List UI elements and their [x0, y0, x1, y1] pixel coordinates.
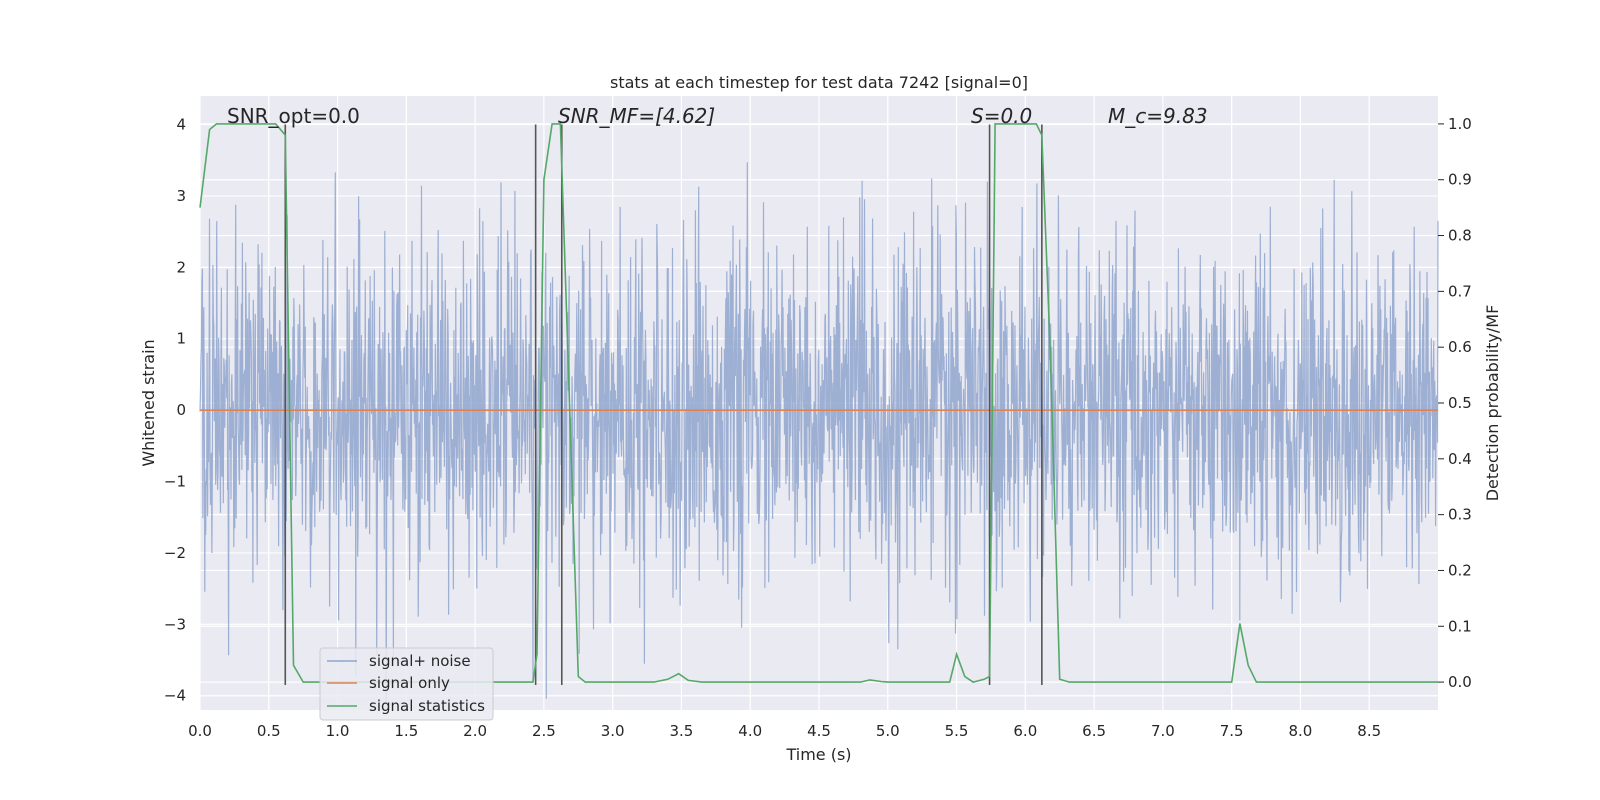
signal-noise-series — [199, 162, 1439, 703]
y2-tick-label: 0.9 — [1448, 171, 1472, 189]
y-tick-label: 1 — [176, 330, 186, 348]
y-axis-label: Whitened strain — [139, 339, 158, 466]
x-tick-label: 0.0 — [188, 722, 212, 740]
y-tick-label: 2 — [176, 258, 186, 276]
x-axis-ticks: 0.0 0.5 1.0 1.5 2.0 2.5 3.0 3.5 4.0 4.5 5.0 5.5 6.0 6… — [188, 722, 1381, 740]
x-tick-label: 2.0 — [463, 722, 487, 740]
x-tick-label: 3.5 — [670, 722, 694, 740]
vertical-marker-lines — [284, 124, 1043, 686]
y2-axis-ticks: 1.0 0.9 0.8 0.7 0.6 0.5 0.4 0.3 0.2 0.1 0.0 — [1438, 115, 1472, 691]
y2-tick-label: 0.6 — [1448, 338, 1472, 356]
annotation-s: S=0.0 — [971, 104, 1032, 128]
y2-tick-label: 0.5 — [1448, 394, 1472, 412]
y2-tick-label: 0.7 — [1448, 282, 1472, 300]
annotation-mc: M_c=9.83 — [1108, 104, 1208, 128]
legend-box — [319, 647, 494, 721]
y2-tick-label: 0.0 — [1448, 673, 1472, 691]
y-tick-label: −1 — [164, 473, 186, 491]
x-axis-label: Time (s) — [785, 745, 851, 764]
annotation-snr-opt: SNR_opt=0.0 — [227, 104, 360, 128]
x-tick-label: 6.0 — [1013, 722, 1037, 740]
x-tick-label: 1.5 — [394, 722, 418, 740]
x-tick-label: 6.5 — [1082, 722, 1106, 740]
x-tick-label: 0.5 — [257, 722, 281, 740]
annotation-snr-mf: SNR_MF=[4.62] — [558, 104, 715, 128]
y-tick-label: −2 — [164, 544, 186, 562]
legend: signal+ noise signal only signal statist… — [319, 647, 494, 721]
y2-tick-label: 0.4 — [1448, 450, 1472, 468]
x-tick-label: 5.5 — [945, 722, 969, 740]
y-axis-ticks: 4 3 2 1 0 −1 −2 −3 −4 — [164, 116, 186, 705]
y2-tick-label: 0.2 — [1448, 561, 1472, 579]
legend-label-signal-noise: signal+ noise — [369, 652, 471, 670]
x-tick-label: 7.5 — [1220, 722, 1244, 740]
chart-title: stats at each timestep for test data 724… — [610, 73, 1028, 92]
y-tick-label: 3 — [176, 187, 186, 205]
y-tick-label: −4 — [164, 687, 186, 705]
signal-noise-trace — [199, 162, 1439, 703]
y-tick-label: −3 — [164, 615, 186, 633]
y2-tick-label: 0.8 — [1448, 227, 1472, 245]
x-tick-label: 5.0 — [876, 722, 900, 740]
y2-tick-label: 1.0 — [1448, 115, 1472, 133]
y2-tick-label: 0.1 — [1448, 617, 1472, 635]
x-tick-label: 2.5 — [532, 722, 556, 740]
legend-label-signal-statistics: signal statistics — [369, 697, 485, 715]
y2-axis-label: Detection probability/MF — [1483, 305, 1502, 502]
x-tick-label: 8.5 — [1357, 722, 1381, 740]
x-tick-label: 3.0 — [601, 722, 625, 740]
y-tick-label: 0 — [176, 401, 186, 419]
x-tick-label: 7.0 — [1151, 722, 1175, 740]
legend-label-signal-only: signal only — [369, 674, 450, 692]
y-tick-label: 4 — [176, 116, 186, 134]
y2-tick-label: 0.3 — [1448, 506, 1472, 524]
x-tick-label: 1.0 — [326, 722, 350, 740]
x-tick-label: 8.0 — [1289, 722, 1313, 740]
x-tick-label: 4.5 — [807, 722, 831, 740]
x-tick-label: 4.0 — [738, 722, 762, 740]
